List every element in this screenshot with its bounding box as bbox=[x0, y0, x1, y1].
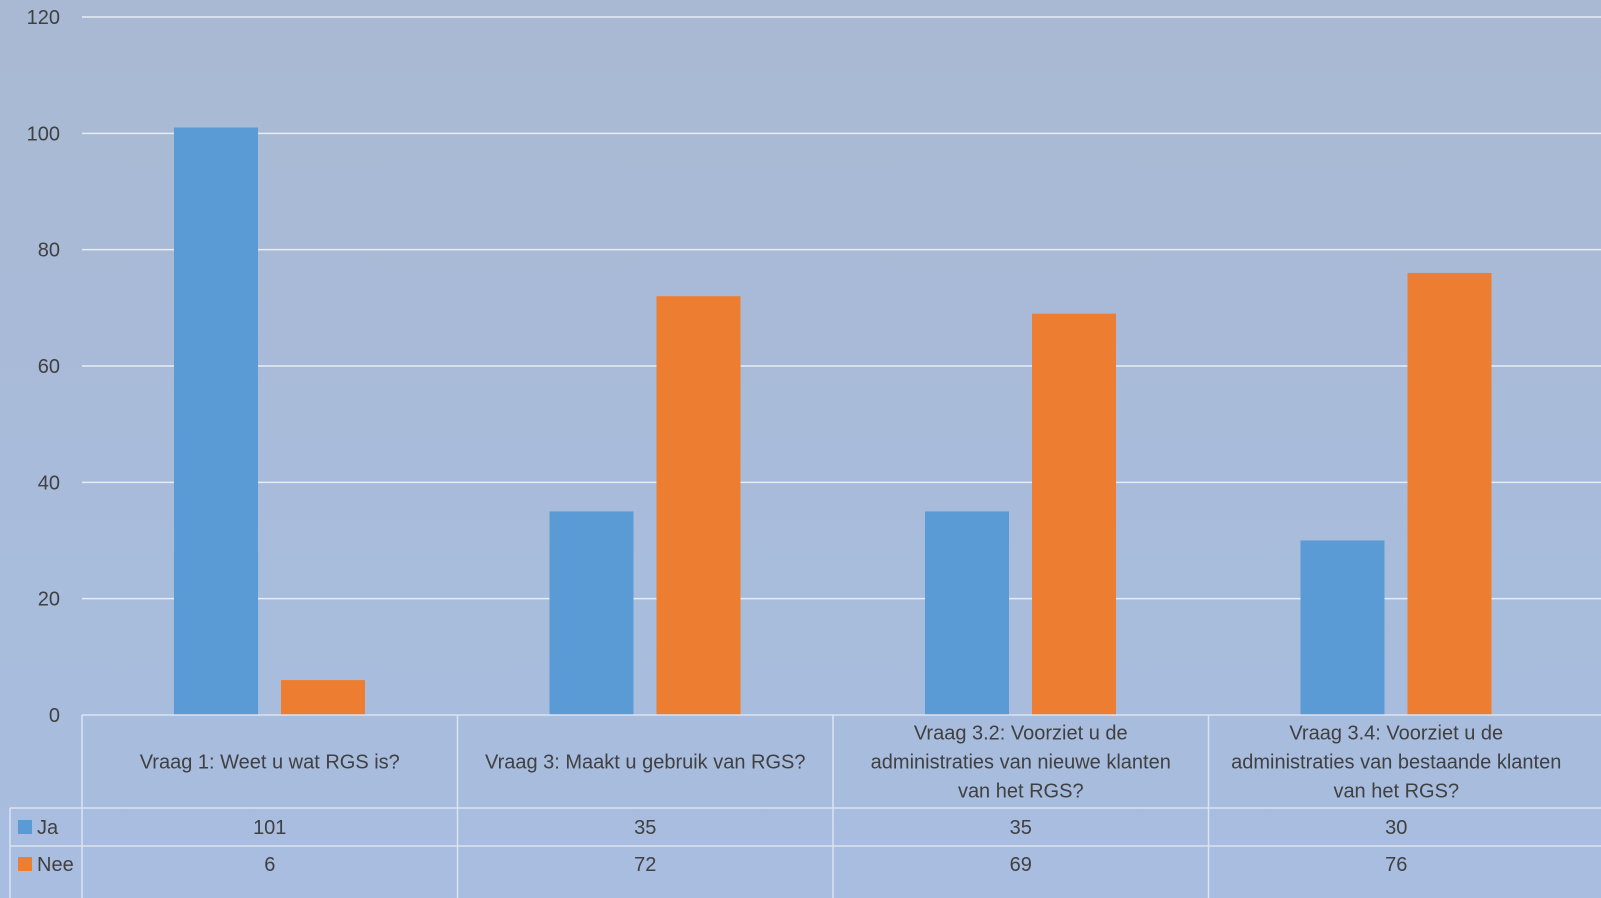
y-tick-label: 20 bbox=[38, 589, 60, 611]
table-value-nee: 76 bbox=[1385, 854, 1407, 876]
bar-ja bbox=[549, 511, 634, 715]
category-label: van het RGS? bbox=[958, 781, 1084, 803]
table-value-ja: 35 bbox=[1010, 817, 1032, 839]
legend-key-nee bbox=[18, 857, 32, 871]
category-label: van het RGS? bbox=[1333, 781, 1459, 803]
bar-ja bbox=[1300, 540, 1385, 715]
bar-nee bbox=[1032, 313, 1116, 715]
category-label: Vraag 3: Maakt u gebruik van RGS? bbox=[485, 752, 806, 774]
table-value-nee: 6 bbox=[264, 854, 275, 876]
table-value-ja: 35 bbox=[634, 817, 656, 839]
bar-ja bbox=[174, 127, 258, 716]
category-label: Vraag 1: Weet u wat RGS is? bbox=[140, 752, 400, 774]
bar-nee bbox=[1407, 272, 1492, 715]
bar-nee bbox=[656, 296, 741, 715]
table-value-nee: 69 bbox=[1010, 854, 1032, 876]
category-label: administraties van nieuwe klanten bbox=[871, 752, 1171, 774]
y-tick-label: 60 bbox=[38, 356, 60, 378]
bar-nee bbox=[281, 680, 365, 715]
y-tick-label: 0 bbox=[49, 705, 60, 727]
table-value-ja: 30 bbox=[1385, 817, 1407, 839]
y-tick-label: 120 bbox=[27, 7, 60, 29]
bar-ja bbox=[925, 511, 1009, 715]
table-value-nee: 72 bbox=[634, 854, 656, 876]
y-tick-label: 40 bbox=[38, 472, 60, 494]
legend-label-ja: Ja bbox=[37, 817, 59, 839]
y-tick-label: 80 bbox=[38, 240, 60, 262]
category-label: Vraag 3.2: Voorziet u de bbox=[914, 723, 1128, 745]
legend-label-nee: Nee bbox=[37, 854, 74, 876]
table-value-ja: 101 bbox=[253, 817, 286, 839]
category-label: administraties van bestaande klanten bbox=[1231, 752, 1561, 774]
y-tick-label: 100 bbox=[27, 123, 60, 145]
legend-key-ja bbox=[18, 820, 32, 834]
category-label: Vraag 3.4: Voorziet u de bbox=[1289, 723, 1503, 745]
